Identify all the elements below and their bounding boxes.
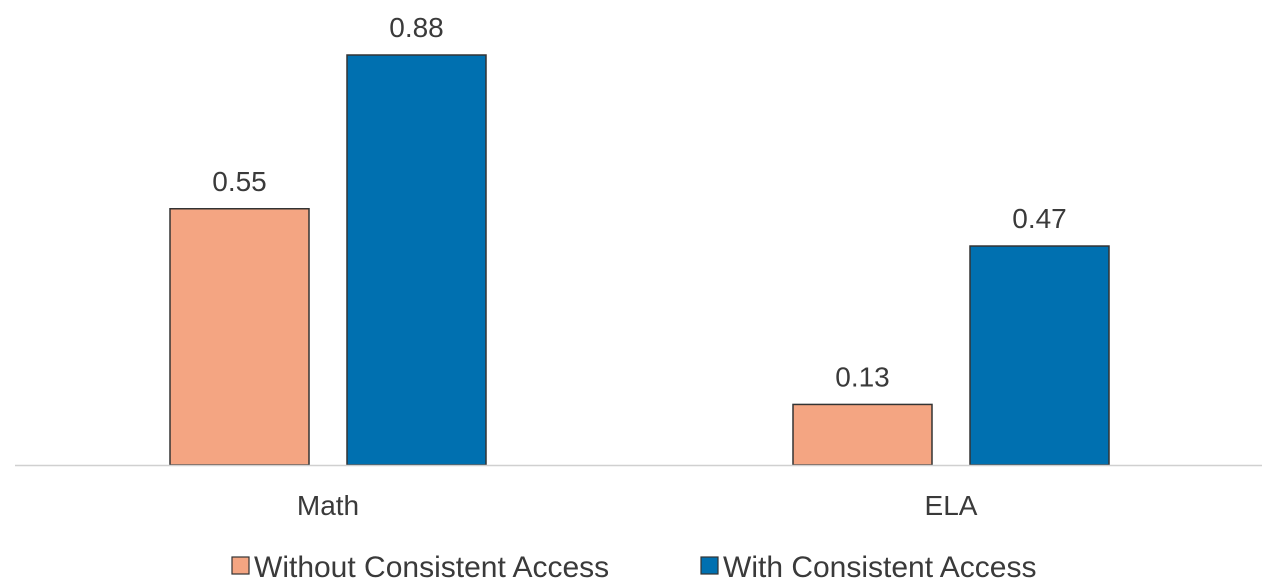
x-tick-label-ela: ELA [925, 490, 978, 521]
data-label-math-series-2: 0.88 [389, 12, 444, 43]
bars-layer [169, 54, 1110, 466]
legend-label-series-2: With Consistent Access [723, 551, 1036, 584]
data-label-ela-series-1: 0.13 [835, 361, 890, 392]
data-label-ela-series-2: 0.47 [1012, 203, 1067, 234]
bar-math-series-1 [169, 208, 310, 466]
bar-ela-series-1 [792, 403, 933, 466]
bar-ela-series-2 [969, 245, 1110, 466]
data-labels-layer: 0.55 0.88 0.13 0.47 [212, 12, 1067, 392]
legend-label-series-1: Without Consistent Access [254, 551, 609, 584]
legend: Without Consistent Access With Consistent… [231, 551, 1036, 584]
x-tick-labels: Math ELA [297, 490, 978, 521]
x-tick-label-math: Math [297, 490, 359, 521]
bar-math-series-2 [346, 54, 487, 466]
legend-swatch-series-1 [231, 556, 250, 575]
data-label-math-series-1: 0.55 [212, 166, 267, 197]
legend-swatch-series-2 [700, 556, 719, 575]
